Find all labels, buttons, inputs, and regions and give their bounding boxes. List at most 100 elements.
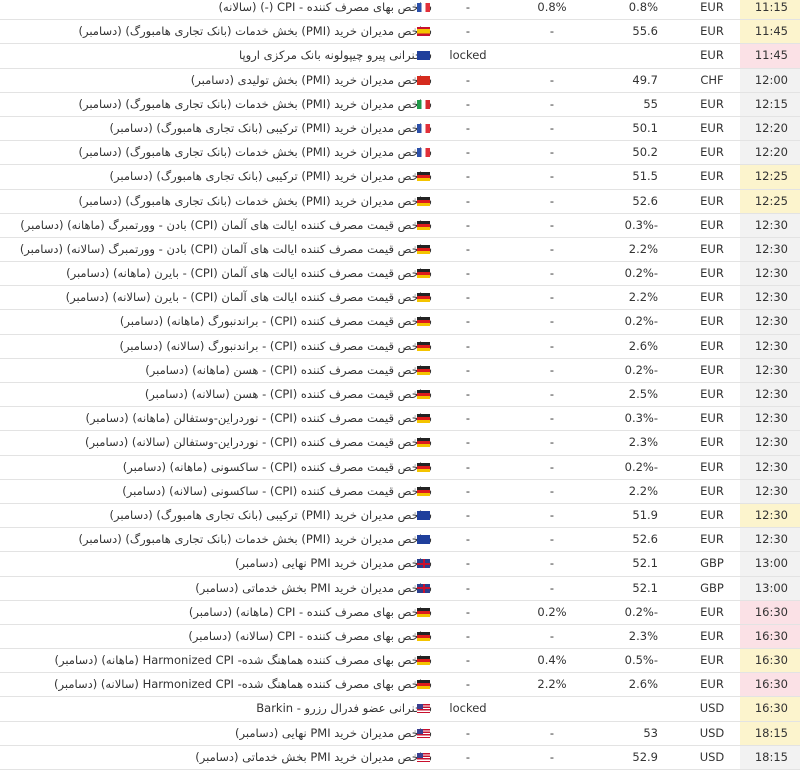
event-name: شاخص مدیران خرید PMI نهایی (دسامبر) (235, 725, 432, 740)
event-name: شاخص مدیران خرید (PMI) بخش خدمات (بانک ت… (78, 24, 432, 39)
event-time: 11:45 (740, 20, 800, 44)
forecast-value: - (549, 580, 555, 595)
actual-value: - (465, 483, 471, 498)
event-row: شاخص قیمت مصرف کننده (CPI) - ساکسونی (سا… (0, 479, 800, 504)
actual-value: - (465, 169, 471, 184)
currency: EUR (700, 217, 724, 232)
event-row: شاخص مدیران خرید (PMI) بخش خدمات (بانک ت… (0, 528, 800, 553)
event-row: شاخص بهای مصرف کننده هماهنگ شده- Harmoni… (0, 649, 800, 674)
previous-value: 55.6 (632, 24, 658, 39)
event-time: 13:00 (740, 576, 800, 600)
event-name: شاخص قیمت مصرف کننده ایالت های آلمان (CP… (19, 241, 432, 256)
event-row: شاخص بهای مصرف کننده هماهنگ شده- Harmoni… (0, 673, 800, 698)
country-flag (417, 123, 430, 133)
previous-value: 2.6% (628, 677, 658, 692)
event-time: 11:15 (740, 0, 800, 20)
event-time: 12:30 (740, 213, 800, 237)
event-time: 12:30 (740, 455, 800, 479)
forecast-value: - (549, 120, 555, 135)
event-name: شاخص مدیران خرید PMI نهایی (دسامبر) (235, 556, 432, 571)
actual-value: - (465, 217, 471, 232)
forecast-value: - (549, 362, 555, 377)
actual-value: - (465, 387, 471, 401)
event-time: 12:30 (740, 383, 800, 407)
event-name: شاخص مدیران خرید (PMI) ترکیبی (بانک تجار… (109, 120, 432, 135)
previous-value: 0.2%- (624, 314, 658, 329)
previous-value: 52.1 (632, 580, 658, 595)
currency: USD (699, 749, 725, 764)
forecast-value: - (549, 266, 555, 281)
actual-value: - (465, 0, 471, 14)
event-name: شاخص بهای مصرف کننده - CPI (-) (سالانه) (218, 0, 433, 14)
currency: EUR (700, 314, 724, 329)
previous-value: 2.2% (628, 483, 658, 498)
forecast-value: - (549, 435, 555, 450)
country-flag (417, 607, 430, 617)
event-row: شاخص قیمت مصرف کننده (CPI) - براندنبورگ … (0, 310, 800, 335)
country-flag (417, 390, 430, 399)
event-name: شاخص مدیران خرید (PMI) بخش خدمات (بانک ت… (78, 532, 432, 547)
event-time: 12:30 (740, 310, 800, 334)
previous-value: 2.3% (628, 628, 658, 643)
event-name: شاخص بهای مصرف کننده - CPI (ماهانه) (دسا… (188, 604, 432, 619)
previous-value: 0.2%- (624, 266, 658, 281)
currency: EUR (700, 459, 724, 474)
forecast-value: - (549, 72, 555, 87)
forecast-value: - (549, 241, 555, 256)
country-flag (417, 196, 430, 206)
event-time: 12:20 (740, 116, 800, 141)
event-row: شاخص قیمت مصرف کننده (CPI) - هسن (سالانه… (0, 383, 800, 408)
country-flag (417, 559, 430, 569)
actual-value: - (465, 362, 471, 377)
previous-value: 0.5%- (624, 653, 658, 668)
event-time: 12:30 (740, 407, 800, 431)
country-flag (417, 680, 430, 690)
actual-value: - (465, 96, 471, 111)
event-row: سخنرانی عضو فدرال رزرو - Barkin locked USD… (0, 697, 800, 722)
actual-value: - (465, 677, 471, 692)
forecast-value: 0.2% (537, 604, 567, 619)
event-time: 16:30 (740, 649, 800, 673)
forecast-value: 0.8% (537, 0, 567, 14)
actual-value: - (465, 338, 471, 353)
currency: EUR (700, 362, 724, 377)
forecast-value: - (549, 314, 555, 329)
currency: EUR (700, 338, 724, 353)
event-time: 12:30 (740, 431, 800, 455)
previous-value: 2.2% (628, 290, 658, 305)
event-time: 12:15 (740, 92, 800, 116)
currency: EUR (700, 290, 724, 305)
previous-value: 0.2%- (624, 362, 658, 377)
event-row: شاخص مدیران خرید PMI بخش خدماتی (دسامبر)… (0, 745, 800, 770)
event-row: شاخص قیمت مصرف کننده (CPI) - نوردراین-وس… (0, 407, 800, 432)
forecast-value: - (549, 749, 555, 764)
event-name: شاخص قیمت مصرف کننده ایالت های آلمان (CP… (20, 217, 432, 232)
actual-value: - (465, 725, 471, 740)
event-time: 12:20 (740, 141, 800, 165)
country-flag (417, 220, 430, 230)
event-name: شاخص مدیران خرید PMI بخش خدماتی (دسامبر) (195, 749, 432, 764)
previous-value: 52.6 (632, 193, 658, 208)
forecast-value: - (549, 24, 555, 39)
country-flag (417, 51, 430, 61)
currency: GBP (700, 580, 724, 595)
event-name: شاخص قیمت مصرف کننده (CPI) - ساکسونی (سا… (122, 483, 432, 498)
event-row: شاخص مدیران خرید PMI بخش خدماتی (دسامبر)… (0, 576, 800, 601)
actual-value: - (465, 435, 471, 450)
event-time: 12:25 (740, 165, 800, 189)
event-time: 16:30 (740, 624, 800, 649)
event-time: 11:45 (740, 44, 800, 68)
currency: USD (699, 701, 725, 716)
country-flag (417, 172, 430, 182)
currency: EUR (700, 120, 724, 135)
currency: EUR (700, 532, 724, 547)
country-flag (417, 3, 430, 12)
event-time: 12:00 (740, 68, 800, 92)
event-name: شاخص مدیران خرید (PMI) ترکیبی (بانک تجار… (109, 507, 432, 522)
event-time: 12:30 (740, 528, 800, 552)
previous-value: 53 (643, 725, 658, 740)
previous-value: 0.8% (628, 0, 658, 14)
event-time: 16:30 (740, 697, 800, 721)
event-row: شاخص قیمت مصرف کننده ایالت های آلمان (CP… (0, 262, 800, 287)
